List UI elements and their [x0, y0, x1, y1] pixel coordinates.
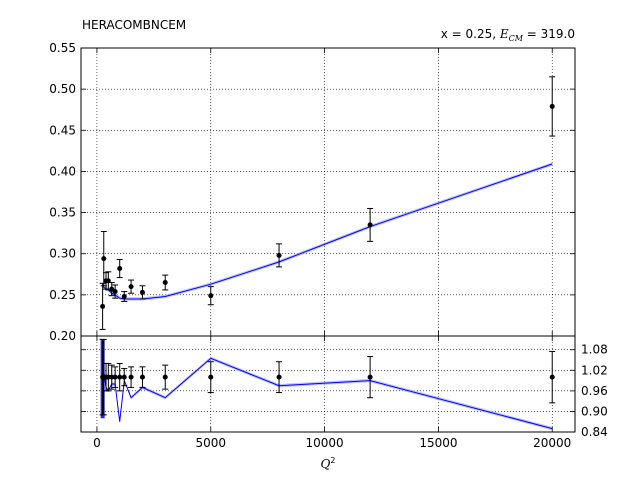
- kinematics-annotation: x = 0.25, ECM = 319.0: [441, 27, 575, 43]
- top-panel-frame: [80, 47, 576, 337]
- data-point: [112, 374, 118, 380]
- data-point: [100, 303, 106, 309]
- data-point: [367, 222, 373, 228]
- y-tick-label: 1.02: [581, 363, 608, 377]
- data-point: [162, 374, 168, 380]
- y-tick-label: 0.40: [49, 164, 76, 178]
- x-tick-label: 20000: [533, 436, 571, 450]
- y-tick-label: 0.96: [581, 384, 608, 398]
- x-tick-label: 0: [93, 436, 101, 450]
- data-point: [128, 284, 134, 290]
- chart-title: HERACOMBNCEM: [82, 18, 186, 32]
- data-point: [112, 289, 118, 295]
- top-panel: 0.20 0.25 0.30 0.35 0.40 0.45 0.50 0.55: [49, 41, 576, 343]
- x-tick-label: 10000: [305, 436, 343, 450]
- data-point: [139, 289, 145, 295]
- y-tick-label: 0.55: [49, 41, 76, 55]
- data-point: [121, 374, 127, 380]
- data-point: [549, 374, 555, 380]
- y-tick-label: 0.84: [581, 425, 608, 439]
- data-point: [276, 252, 282, 258]
- annotation-e-subscript: CM: [509, 34, 524, 43]
- annotation-prefix: x = 0.25,: [441, 27, 500, 41]
- data-point: [208, 293, 214, 299]
- data-point: [139, 374, 145, 380]
- y-tick-label: 0.20: [49, 329, 76, 343]
- theory-uncertainty-band: [102, 162, 553, 301]
- y-tick-label: 0.35: [49, 206, 76, 220]
- y-tick-label: 0.90: [581, 404, 608, 418]
- y-tick-label: 0.45: [49, 123, 76, 137]
- data-point: [276, 374, 282, 380]
- y-tick-label: 0.50: [49, 82, 76, 96]
- data-point: [121, 294, 127, 300]
- y-tick-label: 1.08: [581, 343, 608, 357]
- y-tick-label: 0.30: [49, 247, 76, 261]
- data-point: [117, 266, 123, 272]
- x-tick-label: 15000: [419, 436, 457, 450]
- data-point: [117, 374, 123, 380]
- x-tick-label: 5000: [195, 436, 226, 450]
- theory-line: [102, 163, 553, 300]
- data-point: [549, 103, 555, 109]
- annotation-e-symbol: E: [499, 27, 509, 41]
- data-point: [101, 256, 107, 262]
- data-point: [128, 374, 134, 380]
- data-point: [367, 374, 373, 380]
- theory-line: [102, 357, 553, 430]
- data-point: [162, 280, 168, 286]
- annotation-suffix: = 319.0: [523, 27, 575, 41]
- x-axis-label: Q2: [321, 456, 336, 471]
- data-point: [208, 374, 214, 380]
- x-axis-label-superscript: 2: [330, 456, 335, 465]
- ratio-panel: 0.84 0.90 0.96 1.02 1.08 0 5000 10000 15000 20000: [80, 335, 608, 450]
- x-axis-label-symbol: Q: [321, 457, 331, 471]
- ratio-panel-frame: [80, 335, 576, 433]
- y-tick-label: 0.25: [49, 288, 76, 302]
